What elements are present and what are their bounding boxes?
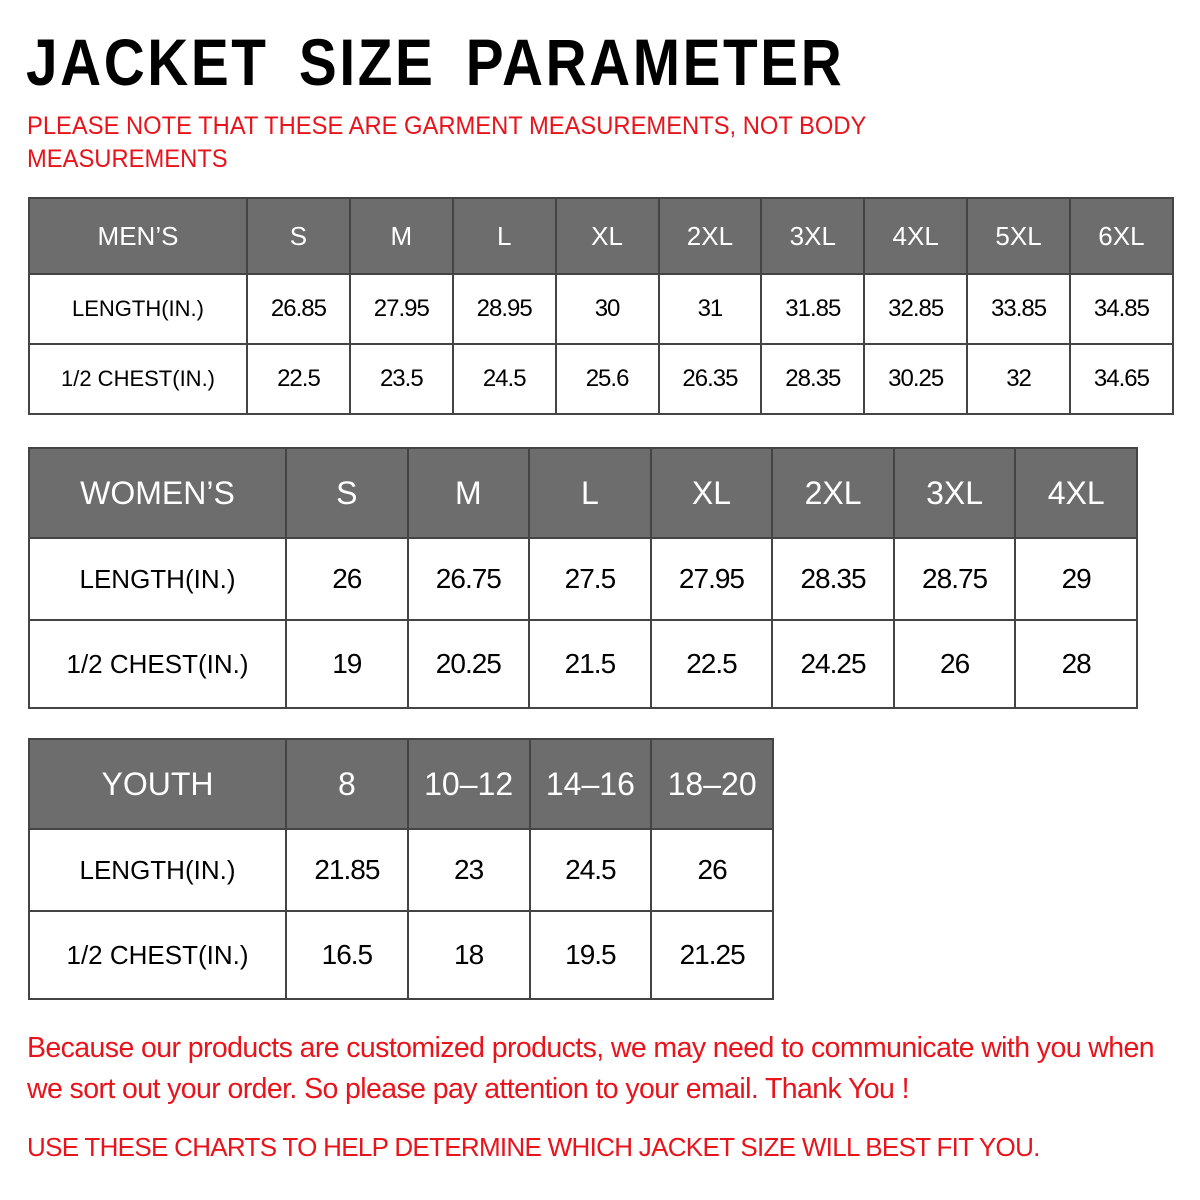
size-header: 10–12 — [406, 738, 531, 830]
measurement-value: 30 — [554, 273, 660, 345]
measurement-value: 26 — [285, 537, 409, 621]
measurement-value: 18 — [406, 910, 531, 1000]
size-header: 14–16 — [528, 738, 653, 830]
size-header: M — [406, 447, 531, 539]
size-header: S — [285, 447, 409, 539]
category-header: YOUTH — [28, 738, 287, 830]
measurement-value: 28.35 — [760, 343, 866, 415]
footer-note: USE THESE CHARTS TO HELP DETERMINE WHICH… — [27, 1132, 1040, 1162]
size-header: L — [451, 197, 557, 275]
measurement-value: 26.35 — [657, 343, 763, 415]
measurement-value: 26 — [892, 619, 1017, 709]
measurement-value: 24.5 — [528, 828, 653, 912]
measurement-value: 21.85 — [285, 828, 409, 912]
measurement-value: 19.5 — [528, 910, 653, 1000]
measurement-value: 30.25 — [863, 343, 969, 415]
page-title: JACKET SIZE PARAMETER — [26, 25, 845, 99]
category-header: WOMEN’S — [28, 447, 287, 539]
table-row: LENGTH(IN.) 26 26.75 27.5 27.95 28.35 28.75 29 — [28, 537, 1138, 621]
size-header: 18–20 — [650, 738, 774, 830]
size-header: 8 — [285, 738, 409, 830]
category-header: MEN’S — [28, 197, 248, 275]
size-header: XL — [649, 447, 774, 539]
size-header: L — [528, 447, 652, 539]
table-header-row: MEN’S S M L XL 2XL 3XL 4XL 5XL 6XL — [28, 197, 1174, 275]
measurement-label: 1/2 CHEST(IN.) — [28, 343, 248, 415]
measurement-value: 16.5 — [285, 910, 409, 1000]
measurement-value: 27.5 — [528, 537, 652, 621]
size-header: S — [246, 197, 351, 275]
measurement-value: 28.95 — [451, 273, 557, 345]
measurement-value: 34.65 — [1069, 343, 1174, 415]
womens-size-table: WOMEN’S S M L XL 2XL 3XL 4XL LENGTH(IN.) 26 26.75 2… — [28, 447, 1138, 709]
measurement-value: 34.85 — [1069, 273, 1174, 345]
measurement-value: 26 — [650, 828, 774, 912]
measurement-label: LENGTH(IN.) — [28, 828, 287, 912]
table-header-row: YOUTH 8 10–12 14–16 18–20 — [28, 738, 774, 830]
measurement-value: 22.5 — [246, 343, 351, 415]
measurement-value: 26.75 — [406, 537, 531, 621]
size-header: 5XL — [966, 197, 1071, 275]
youth-size-table: YOUTH 8 10–12 14–16 18–20 LENGTH(IN.) 21.85 23 2… — [28, 738, 774, 1000]
measurement-value: 32.85 — [863, 273, 969, 345]
measurement-value: 24.25 — [771, 619, 895, 709]
table-header-row: WOMEN’S S M L XL 2XL 3XL 4XL — [28, 447, 1138, 539]
measurement-value: 26.85 — [246, 273, 351, 345]
size-header: 3XL — [892, 447, 1017, 539]
measurement-value: 28 — [1014, 619, 1138, 709]
table-row: LENGTH(IN.) 21.85 23 24.5 26 — [28, 828, 774, 912]
measurement-value: 28.75 — [892, 537, 1017, 621]
measurement-value: 19 — [285, 619, 409, 709]
mens-size-table: MEN’S S M L XL 2XL 3XL 4XL 5XL 6XL LENGTH(IN.) 26.8… — [28, 197, 1174, 415]
measurement-value: 21.5 — [528, 619, 652, 709]
customization-message: Because our products are customized prod… — [27, 1032, 1155, 1105]
size-header: 6XL — [1069, 197, 1174, 275]
measurement-value: 31 — [657, 273, 763, 345]
table-row: 1/2 CHEST(IN.) 22.5 23.5 24.5 25.6 26.35 28.35… — [28, 343, 1174, 415]
measurement-value: 23 — [406, 828, 531, 912]
size-header: 4XL — [1014, 447, 1138, 539]
measurement-note: PLEASE NOTE THAT THESE ARE GARMENT MEASU… — [27, 112, 866, 173]
size-header: 3XL — [760, 197, 866, 275]
table-row: 1/2 CHEST(IN.) 19 20.25 21.5 22.5 24.25 26 28 — [28, 619, 1138, 709]
size-header: 4XL — [863, 197, 969, 275]
measurement-value: 33.85 — [966, 273, 1071, 345]
table-row: 1/2 CHEST(IN.) 16.5 18 19.5 21.25 — [28, 910, 774, 1000]
size-header: XL — [554, 197, 660, 275]
measurement-label: LENGTH(IN.) — [28, 273, 248, 345]
measurement-value: 31.85 — [760, 273, 866, 345]
measurement-label: LENGTH(IN.) — [28, 537, 287, 621]
measurement-value: 20.25 — [406, 619, 531, 709]
size-header: 2XL — [771, 447, 895, 539]
measurement-value: 32 — [966, 343, 1071, 415]
measurement-value: 27.95 — [348, 273, 454, 345]
measurement-value: 29 — [1014, 537, 1138, 621]
measurement-label: 1/2 CHEST(IN.) — [28, 619, 287, 709]
measurement-value: 22.5 — [649, 619, 774, 709]
measurement-value: 25.6 — [554, 343, 660, 415]
measurement-value: 24.5 — [451, 343, 557, 415]
size-header: 2XL — [657, 197, 763, 275]
measurement-value: 27.95 — [649, 537, 774, 621]
measurement-value: 21.25 — [650, 910, 774, 1000]
measurement-value: 23.5 — [348, 343, 454, 415]
size-header: M — [348, 197, 454, 275]
measurement-label: 1/2 CHEST(IN.) — [28, 910, 287, 1000]
measurement-value: 28.35 — [771, 537, 895, 621]
table-row: LENGTH(IN.) 26.85 27.95 28.95 30 31 31.85 32.85… — [28, 273, 1174, 345]
